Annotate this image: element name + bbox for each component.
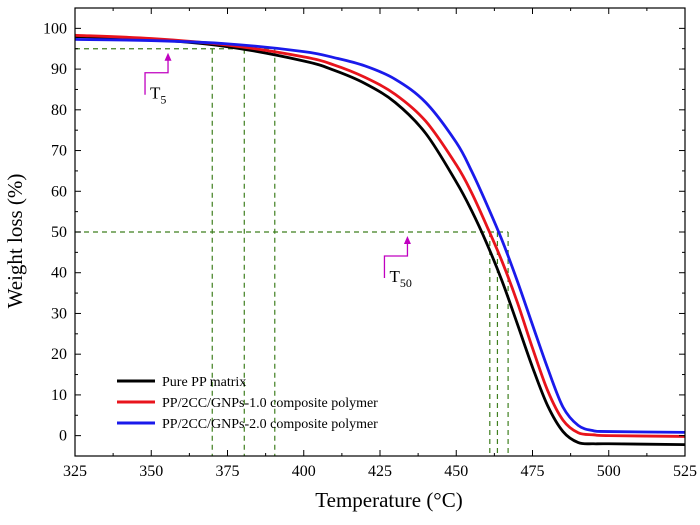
x-tick-label-4: 425 [368,463,392,480]
y-tick-label-2: 20 [51,346,67,363]
y-tick-label-8: 80 [51,102,67,119]
y-tick-label-4: 40 [51,265,67,282]
axes: 325 350 375 400 425 450 475 500 525 0 10 20 30 40 50 60… [43,7,697,480]
annotation-arrowhead-5 [164,52,172,61]
annotation-arrow-50 [383,242,409,278]
x-tick-label-8: 525 [673,463,697,480]
x-tick-label-5: 450 [444,463,468,480]
series-line-1 [74,33,686,438]
series-line-0 [74,35,686,446]
annotation-arrow-5 [144,58,169,95]
y-tick-label-6: 60 [51,183,67,200]
x-axis-label: Temperature (°C) [315,488,462,512]
series-lines [74,33,686,446]
guide-lines [75,48,509,456]
x-tick-label-2: 375 [216,463,240,480]
y-tick-label-0: 0 [59,428,67,445]
y-tick-label-7: 70 [51,143,67,160]
x-tick-label-3: 400 [292,463,316,480]
series-line-2 [74,37,686,434]
x-tick-label-1: 350 [139,463,163,480]
x-tick-label-7: 500 [597,463,621,480]
legend: Pure PP matrix PP/2CC/GNPs-1.0 composite … [117,375,378,432]
annotation-label-50: T50 [389,267,411,290]
annotation-label-5: T5 [150,84,166,107]
y-tick-label-1: 10 [51,387,67,404]
legend-label-1: PP/2CC/GNPs-1.0 composite polymer [162,396,378,411]
legend-label-2: PP/2CC/GNPs-2.0 composite polymer [162,417,378,432]
x-tick-label-0: 325 [63,463,87,480]
y-tick-label-10: 100 [43,20,67,37]
legend-label-0: Pure PP matrix [162,375,246,390]
x-tick-label-6: 475 [521,463,545,480]
y-tick-label-5: 50 [51,224,67,241]
y-tick-label-9: 90 [51,61,67,78]
annotation-subscript-5: 5 [160,93,166,107]
annotation-arrowhead-50 [403,236,411,244]
y-tick-label-3: 30 [51,305,67,322]
y-axis-label: Weight loss (%) [3,174,27,309]
annotation-subscript-50: 50 [400,276,412,290]
